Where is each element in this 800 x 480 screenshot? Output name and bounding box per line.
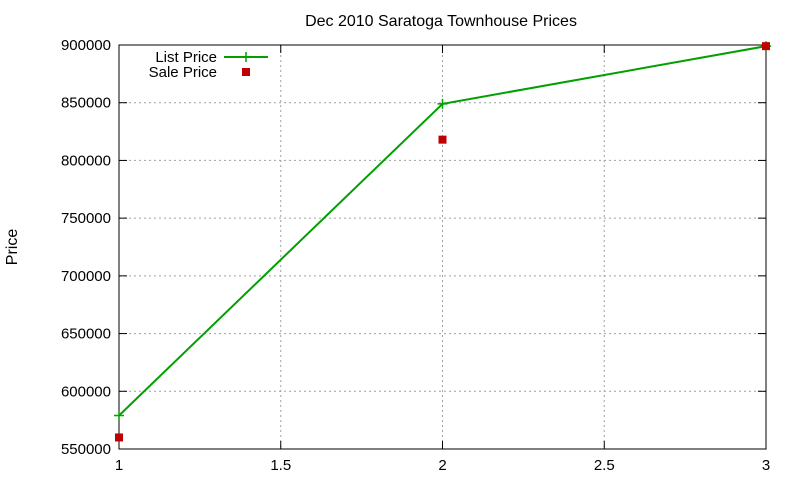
chart-title: Dec 2010 Saratoga Townhouse Prices xyxy=(305,13,577,30)
x-tick-label: 3 xyxy=(762,457,770,474)
y-tick-label: 650000 xyxy=(61,326,111,343)
list-price-point xyxy=(437,98,448,109)
y-tick-label: 850000 xyxy=(61,95,111,112)
sale-price-point xyxy=(115,433,123,442)
legend-swatch-sale-price xyxy=(242,68,250,76)
sale-price-point xyxy=(762,42,770,51)
sale-price-point xyxy=(438,135,447,144)
x-tick-label: 2.5 xyxy=(594,457,615,474)
x-tick-label: 1 xyxy=(115,457,123,474)
y-tick-label: 900000 xyxy=(61,37,111,54)
y-tick-label: 750000 xyxy=(61,210,111,227)
list-price-point xyxy=(114,410,124,421)
y-axis-label: Price xyxy=(4,229,21,266)
legend-marker-list-price xyxy=(241,52,251,62)
grid-lines xyxy=(119,45,766,449)
y-tick-label: 800000 xyxy=(61,152,111,169)
x-tick-label: 2 xyxy=(438,457,446,474)
y-tick-label: 550000 xyxy=(61,441,111,458)
axis-ticks: 550000 600000 650000 700000 750000 800000 8500… xyxy=(61,37,770,474)
x-tick-label: 1.5 xyxy=(270,457,291,474)
y-tick-label: 600000 xyxy=(61,383,111,400)
legend-label-list-price: List Price xyxy=(155,49,217,66)
y-tick-label: 700000 xyxy=(61,268,111,285)
legend-label-sale-price: Sale Price xyxy=(149,64,217,81)
series-layer xyxy=(114,41,771,442)
